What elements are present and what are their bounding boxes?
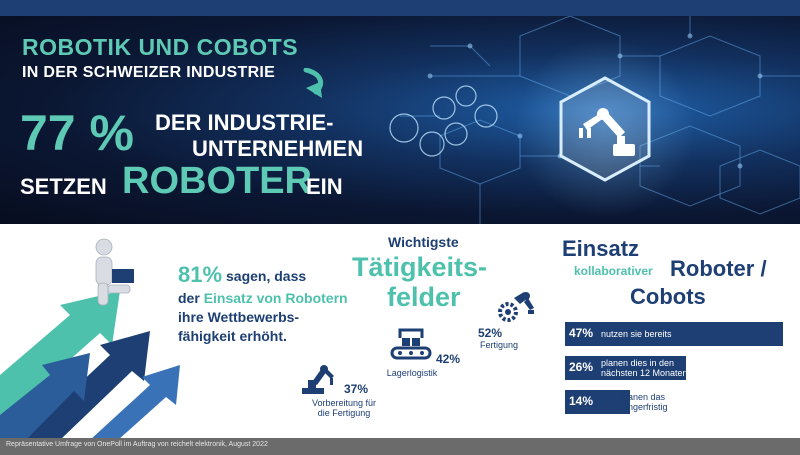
field-percent: 37% (344, 382, 369, 396)
cobots-bar-text-line2: nächsten 12 Monaten (601, 368, 688, 379)
stat81-percent: 81% (178, 262, 223, 287)
field-label: Fertigung (474, 340, 524, 350)
field-label: Vorbereitung für die Fertigung (304, 398, 384, 419)
hero-percent: 77 % (20, 105, 134, 161)
field-label-line1: Lagerlogistik (386, 368, 438, 378)
hero-banner: ROBOTIK UND COBOTS IN DER SCHWEIZER INDU… (0, 16, 800, 224)
cobots-bar-text-line1: nutzen sie bereits (601, 329, 672, 339)
cobots-bar-text-line1: planen das (621, 392, 666, 402)
field-label-line2: die Fertigung (317, 408, 371, 419)
robot-arm-hexagon-icon (559, 76, 651, 182)
stat81-line1: sagen, dass (226, 268, 307, 284)
robot-arm-icon (302, 365, 334, 394)
cobots-bar-fill (565, 322, 783, 346)
cobots-bar: 47% nutzen sie bereits (565, 322, 783, 346)
field-percent: 52% (478, 326, 503, 340)
cobots-bar-fill (565, 390, 630, 414)
field-label-line1: Fertigung (479, 340, 519, 350)
cobots-bar-percent: 47% (569, 326, 594, 340)
fields-title-line3: felder (387, 282, 461, 312)
field-label: Lagerlogistik (382, 368, 442, 378)
cobots-bar: 14% planen das längerfristig (565, 390, 783, 414)
top-strip (0, 0, 800, 16)
stat81-line2: der Einsatz von Robotern (178, 290, 348, 306)
fields-title-line1: Wichtigste (388, 234, 459, 250)
hero-title-line2: IN DER SCHWEIZER INDUSTRIE (22, 64, 276, 81)
growth-arrows-illustration (0, 238, 180, 440)
hero-line3-highlight: ROBOTER (122, 160, 312, 202)
cobots-bar-text-line2: längerfristig (621, 402, 668, 413)
hero-line3-post: EIN (306, 174, 343, 199)
stat81-line2-pre: der (178, 290, 200, 306)
circuit-background (389, 16, 800, 224)
gears-robot-icon (498, 292, 534, 322)
cobots-bar-text: planen dies in den nächsten 12 Monaten (601, 358, 688, 379)
cobots-title-line2: Roboter / (670, 256, 767, 281)
hero-line1: DER INDUSTRIE- (155, 110, 334, 135)
hero-line3-pre: SETZEN (20, 174, 107, 199)
cobots-bar-percent: 26% (569, 360, 594, 374)
conveyor-icon (390, 328, 432, 360)
footer: Repräsentative Umfrage von OnePoll im Au… (0, 438, 800, 455)
cobots-bar-text: planen das längerfristig (621, 392, 668, 413)
hero-line2: UNTERNEHMEN (192, 136, 364, 161)
field-percent: 42% (436, 352, 461, 366)
cobots-bar-percent: 14% (569, 394, 594, 408)
field-label-line1: Vorbereitung für (311, 398, 377, 408)
cobots-title-sub: kollaborativer (574, 264, 653, 278)
curved-arrow-icon (303, 68, 324, 98)
fields-title-line2: Tätigkeits- (352, 252, 488, 282)
cobots-title-line1: Einsatz (562, 236, 640, 261)
cobots-title-line3: Cobots (630, 284, 706, 309)
hero-title-line1: ROBOTIK UND COBOTS (22, 34, 299, 60)
stat81-line2-highlight: Einsatz von Robotern (203, 290, 348, 306)
cobots-bar: 26% planen dies in den nächsten 12 Monat… (565, 356, 783, 380)
footer-source: Repräsentative Umfrage von OnePoll im Au… (6, 441, 268, 448)
cobots-bar-text: nutzen sie bereits (601, 329, 672, 339)
cobots-bar-fill (565, 356, 686, 380)
stat81-line3: ihre Wettbewerbs- (178, 309, 300, 325)
cobots-bar-text-line1: planen dies in den (601, 358, 675, 368)
stat81-line4: fähigkeit erhöht. (178, 328, 287, 344)
